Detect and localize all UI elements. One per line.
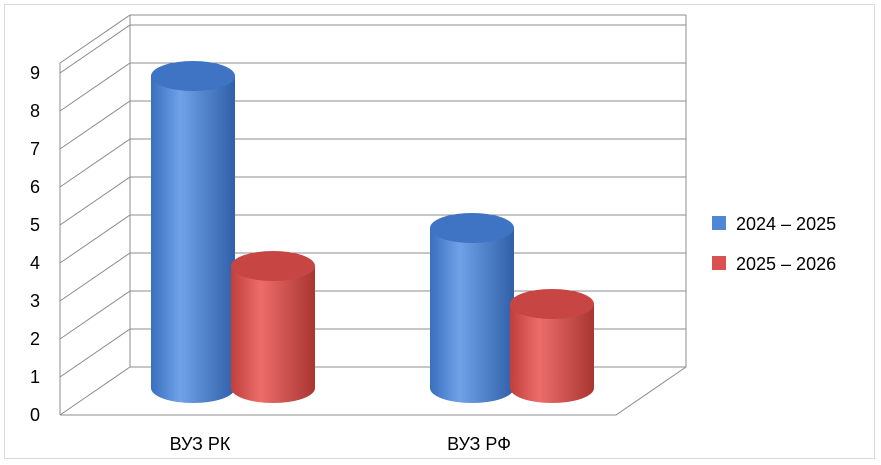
cylinder-top: [151, 61, 235, 91]
bar-series1-rf: [430, 213, 514, 403]
legend-entry: 2025 – 2026: [736, 254, 836, 274]
legend-swatch: [712, 256, 726, 270]
side-wall-top-edge: [59, 14, 131, 64]
gridline-side: [59, 214, 131, 264]
bar-series2-rk: [231, 251, 315, 403]
x-category-label: ВУЗ РФ: [447, 434, 511, 454]
cylinder-top: [231, 251, 315, 281]
bar-series2-rf: [510, 289, 594, 403]
y-tick-label: 3: [30, 291, 40, 311]
y-tick-label: 8: [30, 101, 40, 121]
y-tick-label: 5: [30, 215, 40, 235]
y-tick-label: 1: [30, 367, 40, 387]
cylinder-body: [430, 228, 514, 403]
legend-swatch: [712, 216, 726, 230]
y-tick-label: 9: [30, 63, 40, 83]
legend-entry: 2024 – 2025: [736, 214, 836, 234]
cylinder-body: [151, 76, 235, 403]
floor-edge: [60, 366, 687, 416]
y-tick-label: 0: [30, 405, 40, 425]
gridline-side: [59, 252, 131, 302]
gridline-side: [59, 138, 131, 188]
cylinder-body: [510, 304, 594, 403]
y-tick-label: 2: [30, 329, 40, 349]
cylinder-top: [510, 289, 594, 319]
cylinder-top: [430, 213, 514, 243]
gridline-side: [59, 62, 131, 112]
gridline-side: [59, 328, 131, 378]
cylinder-body: [231, 266, 315, 403]
gridline-side: [59, 290, 131, 340]
gridline-side: [59, 366, 131, 416]
x-category-label: ВУЗ РК: [170, 434, 231, 454]
gridline-side: [59, 176, 131, 226]
bars-layer: [151, 61, 594, 403]
y-tick-label: 6: [30, 177, 40, 197]
y-tick-label: 4: [30, 253, 40, 273]
bar-series1-rk: [151, 61, 235, 403]
y-tick-label: 7: [30, 139, 40, 159]
gridline-side: [59, 24, 131, 74]
labels-layer: 0 1 2 3 4 5 6 7 8 9 ВУЗ РК ВУЗ РФ: [30, 63, 511, 454]
legend: 2024 – 2025 2025 – 2026: [712, 214, 836, 274]
chart-frame: [4, 4, 875, 459]
gridline-side: [59, 100, 131, 150]
